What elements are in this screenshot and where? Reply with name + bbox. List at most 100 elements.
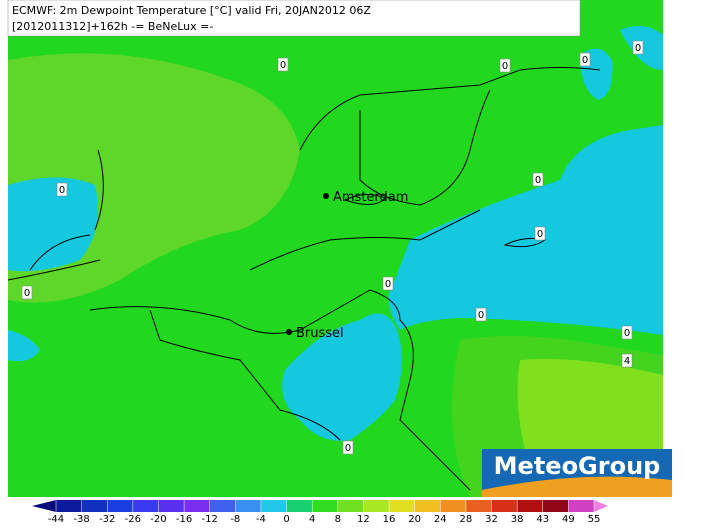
colorbar-swatch xyxy=(312,500,339,512)
colorbar-tick-label: -20 xyxy=(150,514,166,525)
cyan-area xyxy=(8,177,98,272)
contour-label: 0 xyxy=(534,226,546,241)
cyan-area xyxy=(388,125,663,335)
colorbar-arrow xyxy=(594,500,608,512)
contour-label-box xyxy=(532,172,544,187)
contour-label-text: 0 xyxy=(280,60,286,71)
colorbar-tick-label: -26 xyxy=(125,514,141,525)
city-dot xyxy=(286,329,292,335)
contour-label: 0 xyxy=(475,307,487,322)
title-box xyxy=(7,0,581,37)
contour-label: 0 xyxy=(621,325,633,340)
colorbar-tick-label: -32 xyxy=(99,514,115,525)
colorbar-swatch xyxy=(286,500,313,512)
colorbar-tick-label: -12 xyxy=(202,514,218,525)
colorbar-tick-label: 28 xyxy=(460,514,473,525)
colorbar-swatch xyxy=(363,500,390,512)
colorbar-tick-label: 24 xyxy=(434,514,447,525)
contour-label-text: 0 xyxy=(345,443,351,454)
colorbar-tick-label: 43 xyxy=(536,514,549,525)
contour-label-box xyxy=(342,440,354,455)
colorbar-swatch xyxy=(542,500,569,512)
subtitle-line: [2012011312]+162h -= BeNeLux =- xyxy=(12,20,213,33)
cyan-area xyxy=(8,330,40,362)
contour-label-box xyxy=(534,226,546,241)
colorbar-tick-label: 12 xyxy=(357,514,370,525)
colorbar-swatch xyxy=(235,500,262,512)
contour-label-box xyxy=(21,285,33,300)
colorbar-swatch xyxy=(389,500,416,512)
city-label: Amsterdam xyxy=(333,190,408,205)
colorbar-tick-label: 4 xyxy=(309,514,315,525)
colorbar-tick-label: 20 xyxy=(408,514,421,525)
colorbar-tick-label: 55 xyxy=(588,514,601,525)
colorbar-swatch xyxy=(132,500,159,512)
colorbar-swatch xyxy=(517,500,544,512)
cyan-area xyxy=(282,313,402,441)
logo-text: MeteoGroup xyxy=(494,452,661,480)
colorbar-swatch xyxy=(414,500,441,512)
colorbar-tick-label: -8 xyxy=(230,514,240,525)
colorbar-tick-label: 38 xyxy=(511,514,524,525)
contour-label-box xyxy=(632,40,644,55)
contour-label-text: 0 xyxy=(478,310,484,321)
contour-label: 0 xyxy=(532,172,544,187)
colorbar-arrow xyxy=(32,500,56,512)
colorbar-swatch xyxy=(260,500,288,512)
colorbar-swatch xyxy=(465,500,493,512)
contour-label-box xyxy=(475,307,487,322)
city-dot xyxy=(323,193,329,199)
colorbar-swatch xyxy=(491,500,518,512)
colorbar-swatch xyxy=(568,500,595,512)
colorbar-tick-label: -4 xyxy=(256,514,266,525)
contour-label: 0 xyxy=(56,182,68,197)
colorbar-swatch xyxy=(440,500,467,512)
contour-label: 0 xyxy=(579,52,591,67)
contour-label-text: 0 xyxy=(537,229,543,240)
contour-label-box xyxy=(621,325,633,340)
contour-label-box xyxy=(382,276,394,291)
contour-label: 4 xyxy=(621,353,633,368)
contour-label: 0 xyxy=(499,58,511,73)
colorbar-tick-label: -44 xyxy=(48,514,64,525)
colorbar-swatch xyxy=(107,500,134,512)
title-line: ECMWF: 2m Dewpoint Temperature [°C] vali… xyxy=(12,4,371,17)
contour-label-text: 0 xyxy=(582,55,588,66)
contour-label-text: 0 xyxy=(385,279,391,290)
contour-label: 0 xyxy=(632,40,644,55)
colorbar-tick-label: 8 xyxy=(335,514,341,525)
colorbar-swatch xyxy=(158,500,185,512)
colorbar-tick-label: 0 xyxy=(283,514,289,525)
contour-label: 0 xyxy=(21,285,33,300)
contour-label-text: 0 xyxy=(502,61,508,72)
city-amsterdam: Amsterdam xyxy=(323,190,408,205)
contour-label-box xyxy=(56,182,68,197)
contour-label-text: 0 xyxy=(635,43,641,54)
colorbar-tick-label: 32 xyxy=(485,514,498,525)
contour-label: 0 xyxy=(277,57,289,72)
contour-label: 0 xyxy=(342,440,354,455)
colorbar-swatch xyxy=(184,500,211,512)
colorbar-tick-label: 16 xyxy=(383,514,396,525)
colorbar-swatch xyxy=(337,500,364,512)
contour-label-box xyxy=(499,58,511,73)
colorbar-tick-label: 49 xyxy=(562,514,575,525)
colorbar-tick-label: -38 xyxy=(73,514,89,525)
city-brussel: Brussel xyxy=(286,326,344,341)
border-lines xyxy=(7,67,601,491)
contour-label-box xyxy=(621,353,633,368)
contour-label-box xyxy=(579,52,591,67)
contour-label: 0 xyxy=(382,276,394,291)
contour-label-box xyxy=(277,57,289,72)
colorbar-swatch xyxy=(81,500,108,512)
contour-label-text: 0 xyxy=(59,185,65,196)
contour-label-text: 0 xyxy=(624,328,630,339)
colorbar-swatch xyxy=(209,500,236,512)
logo-swoosh xyxy=(482,476,672,497)
contour-label-text: 4 xyxy=(624,356,630,367)
city-label: Brussel xyxy=(296,326,344,341)
colorbar-tick-label: -16 xyxy=(176,514,192,525)
colorbar-swatch xyxy=(56,500,83,512)
